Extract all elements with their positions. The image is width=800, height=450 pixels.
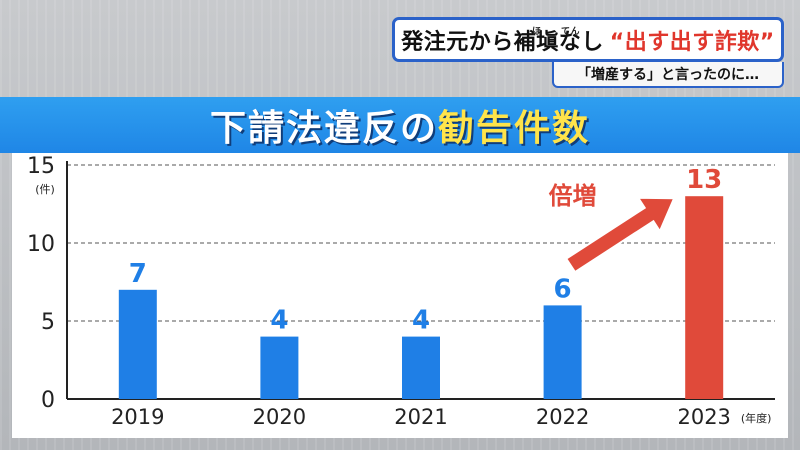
annotation-label: 倍増: [549, 182, 597, 210]
data-label-2019: 7: [129, 259, 147, 289]
bar-chart: 0 5 10 15 (件) 7 2019 4 2020 4 2021 6 2022 13 2023 (年度) 倍…: [27, 154, 775, 429]
x-tick-label-2020: 2020: [253, 405, 306, 429]
y-tick-label: 10: [27, 232, 55, 257]
headline-main: 発注元から補塡なし: [401, 29, 604, 55]
bar-2023: [685, 196, 724, 399]
x-tick-label-2023: 2023: [677, 405, 730, 429]
ruby-ten: てん: [561, 27, 581, 37]
data-label-2021: 4: [412, 306, 430, 336]
chart-title-highlight: 勧告件数: [438, 108, 591, 149]
x-tick-label-2019: 2019: [111, 405, 164, 429]
y-unit-label: (件): [35, 183, 55, 196]
headline-box: ほ てん 発注元から補塡なし “出す出す詐欺”: [392, 17, 784, 62]
annotation-arrow: [564, 196, 676, 274]
x-unit-label: (年度): [741, 411, 772, 425]
chart-title: 下請法違反の勧告件数: [210, 99, 590, 151]
bar-2019: [118, 289, 157, 399]
x-tick-label-2022: 2022: [536, 405, 589, 429]
bar-2020: [260, 336, 299, 399]
bar-2022: [543, 305, 582, 399]
bar-2021: [402, 336, 440, 399]
data-label-2023: 13: [686, 165, 722, 195]
ruby-ho: ほ: [532, 27, 542, 37]
chart-panel: 0 5 10 15 (件) 7 2019 4 2020 4 2021 6 2022 13 2023 (年度) 倍…: [12, 153, 788, 438]
subheadline: 「増産する」と言ったのに…: [552, 62, 784, 88]
y-tick-label: 5: [41, 310, 55, 335]
chart-title-main: 下請法違反の: [209, 108, 438, 149]
title-banner: 下請法違反の勧告件数: [0, 97, 800, 153]
headline-accent: “出す出す詐欺”: [609, 29, 775, 55]
x-tick-label-2021: 2021: [394, 405, 447, 429]
data-label-2022: 6: [554, 274, 572, 304]
data-label-2020: 4: [270, 306, 288, 336]
y-tick-label: 15: [27, 154, 55, 179]
y-tick-label: 0: [41, 388, 55, 413]
